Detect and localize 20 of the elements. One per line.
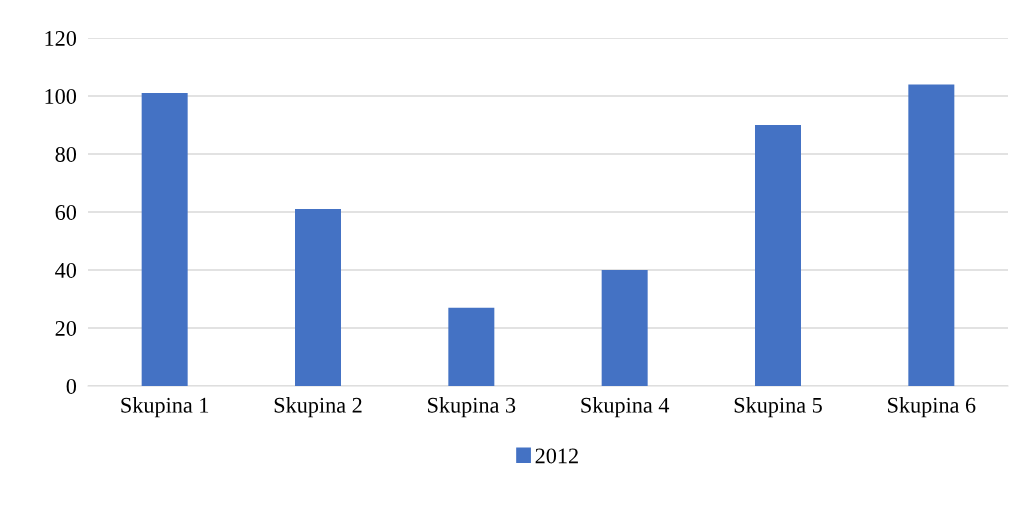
y-tick-label: 120 bbox=[45, 30, 77, 46]
x-tick-label: Skupina 4 bbox=[581, 397, 670, 418]
y-tick-label: 60 bbox=[55, 204, 77, 220]
bar bbox=[295, 209, 341, 386]
bar bbox=[755, 125, 801, 386]
y-tick-label: 40 bbox=[55, 262, 77, 278]
y-tick-label: 80 bbox=[55, 146, 77, 162]
bar bbox=[448, 307, 495, 386]
bar bbox=[601, 270, 648, 386]
bar bbox=[908, 84, 955, 386]
x-tick-label: Skupina 6 bbox=[888, 397, 976, 418]
x-tick-label: Skupina 1 bbox=[121, 397, 209, 418]
x-tick-label: Skupina 3 bbox=[428, 397, 516, 418]
y-tick-label: 100 bbox=[45, 88, 77, 104]
x-tick-label: Skupina 5 bbox=[734, 397, 822, 418]
y-tick-label: 0 bbox=[66, 378, 77, 394]
bar bbox=[141, 93, 188, 386]
y-tick-label: 20 bbox=[55, 320, 77, 336]
legend-label: 2012 bbox=[535, 448, 578, 464]
x-tick-label: Skupina 2 bbox=[274, 397, 362, 418]
